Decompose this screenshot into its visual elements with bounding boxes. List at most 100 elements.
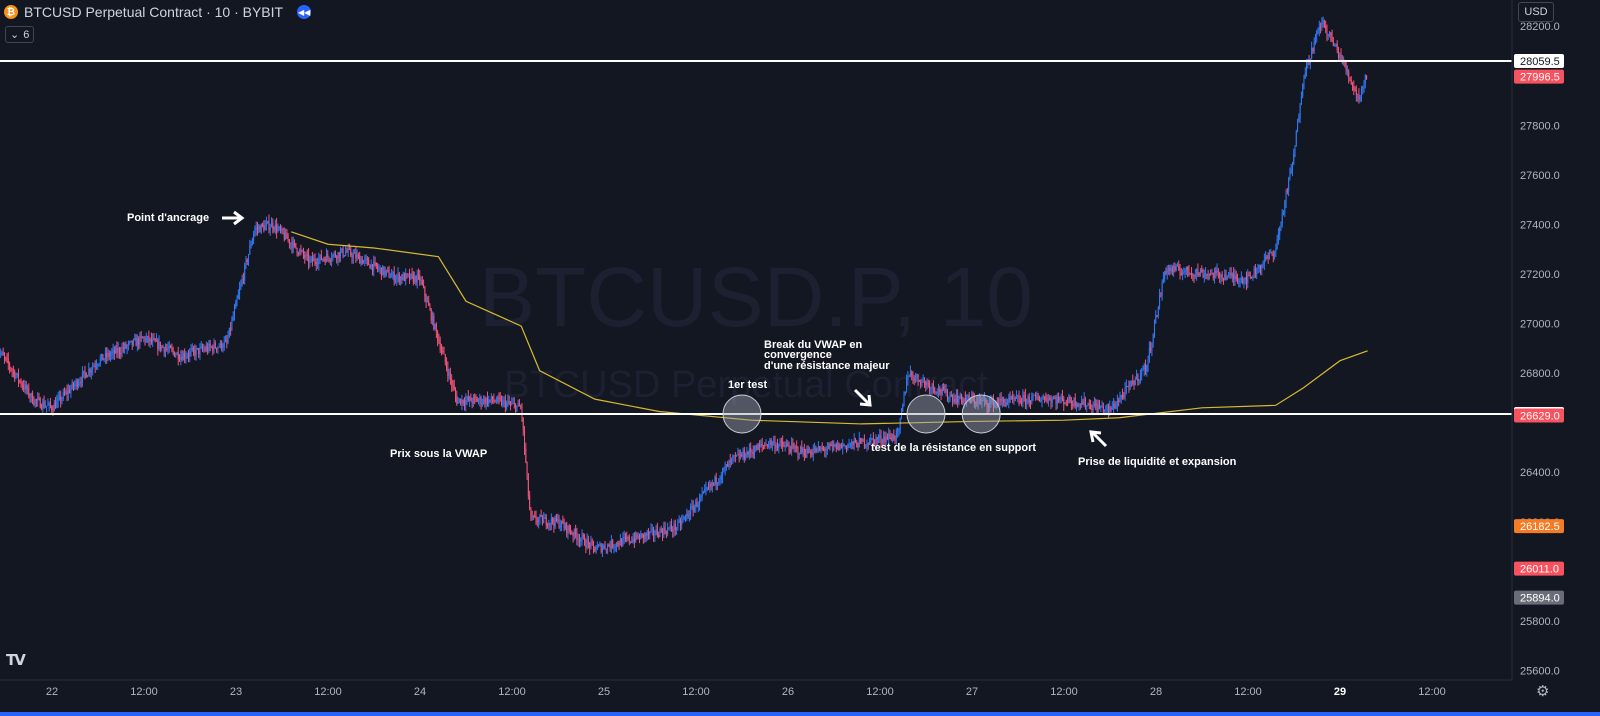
candle-body	[94, 365, 96, 367]
candle-body	[347, 248, 349, 252]
time-axis[interactable]: 22 12:00 23 12:00 24 12:00 25 12:00 26 12:00 27 12:…	[46, 686, 1446, 698]
candle-body	[161, 346, 163, 350]
candle-body	[885, 436, 887, 443]
candle-body	[1270, 252, 1272, 254]
candle-body	[209, 343, 211, 347]
candle-body	[429, 305, 431, 310]
candle-body	[299, 250, 301, 255]
candle-body	[851, 441, 853, 444]
candle-body	[274, 224, 276, 230]
candle-body	[93, 365, 95, 367]
candle-body	[81, 372, 83, 383]
price-tick-label: 26800.0	[1520, 368, 1560, 380]
tradingview-logo-icon[interactable]: TV	[6, 651, 26, 669]
candle-body	[196, 348, 198, 350]
candle-body	[963, 398, 965, 404]
candle-body	[737, 454, 739, 456]
price-axis[interactable]: 28200.0 27800.0 27600.0 27400.0 27200.0 27000…	[1514, 21, 1564, 677]
candle-body	[930, 387, 932, 390]
candle-body	[847, 445, 849, 449]
candle-body	[396, 276, 398, 280]
indicators-toggle[interactable]: ⌄ 6	[5, 26, 35, 43]
candle-body	[595, 549, 597, 552]
candle-body	[553, 522, 555, 526]
candle-body	[524, 429, 526, 449]
candle-body	[331, 258, 333, 261]
candle-body	[357, 255, 359, 257]
candle-body	[9, 363, 11, 368]
candle-body	[488, 399, 490, 404]
candle-body	[78, 383, 80, 387]
gear-icon[interactable]: ⚙	[1536, 682, 1550, 700]
candle-body	[815, 448, 817, 453]
candle-body	[1274, 251, 1276, 257]
candle-body	[465, 399, 467, 405]
candle-body	[668, 528, 670, 530]
candle-body	[619, 539, 621, 546]
candle-body	[1284, 201, 1286, 213]
candle-body	[982, 399, 984, 401]
candle-body	[74, 384, 76, 387]
candle-body	[1134, 379, 1136, 386]
candle-body	[1304, 73, 1306, 78]
candle-body	[830, 444, 832, 446]
candle-body	[1028, 396, 1030, 403]
candle-body	[1133, 383, 1135, 386]
candle-body	[138, 338, 140, 345]
candle-body	[1106, 406, 1108, 408]
symbol-title[interactable]: BTCUSD Perpetual Contract · 10 · BYBIT	[24, 4, 284, 20]
candle-body	[1217, 270, 1219, 273]
chevron-down-icon: ⌄	[10, 29, 20, 41]
candle-body	[1130, 381, 1132, 383]
candle-body	[866, 443, 868, 446]
candle-body	[1318, 26, 1320, 31]
replay-icon[interactable]: ◀◀	[297, 5, 312, 19]
candle-body	[842, 444, 844, 448]
candle-body	[30, 393, 32, 397]
candle-body	[1110, 406, 1112, 410]
candle-body	[101, 354, 103, 359]
candle-body	[678, 520, 680, 522]
candle-body	[913, 379, 915, 381]
candle-body	[1346, 71, 1348, 73]
candle-body	[18, 373, 20, 381]
candle-body	[296, 247, 298, 254]
candle-body	[1210, 273, 1212, 275]
candle-body	[292, 241, 294, 249]
candle-body	[801, 446, 803, 453]
candle-body	[502, 400, 504, 405]
symbol-header[interactable]: ₿ BTCUSD Perpetual Contract · 10 · BYBIT…	[4, 3, 312, 21]
level-price-tag[interactable]	[1514, 54, 1564, 68]
candle-body	[1214, 271, 1216, 278]
candle-body	[297, 253, 299, 255]
candle-body	[239, 288, 241, 294]
candle-body	[1088, 403, 1090, 405]
candle-body	[1340, 54, 1342, 61]
currency-selector[interactable]: USD	[1518, 2, 1554, 22]
candle-body	[378, 268, 380, 270]
candle-body	[669, 525, 671, 529]
candle-body	[1353, 86, 1355, 90]
candle-body	[193, 348, 195, 351]
candle-body	[222, 347, 224, 349]
candle-body	[1228, 273, 1230, 278]
candle-body	[1187, 266, 1189, 271]
candle-body	[867, 443, 869, 445]
candle-body	[664, 527, 666, 532]
candle-body	[875, 437, 877, 444]
candle-body	[1280, 223, 1282, 228]
candle-body	[281, 228, 283, 231]
candle-body	[876, 437, 878, 440]
candle-body	[858, 438, 860, 448]
level-layer[interactable]	[0, 60, 1512, 415]
candle-body	[1235, 275, 1237, 279]
candle-body	[149, 338, 151, 342]
candle-body	[461, 399, 463, 405]
candle-body	[415, 276, 417, 283]
candle-body	[55, 403, 57, 409]
candle-body	[558, 518, 560, 528]
candle-body	[693, 506, 695, 512]
time-tick-label: 25	[598, 686, 610, 698]
candle-body	[702, 491, 704, 494]
